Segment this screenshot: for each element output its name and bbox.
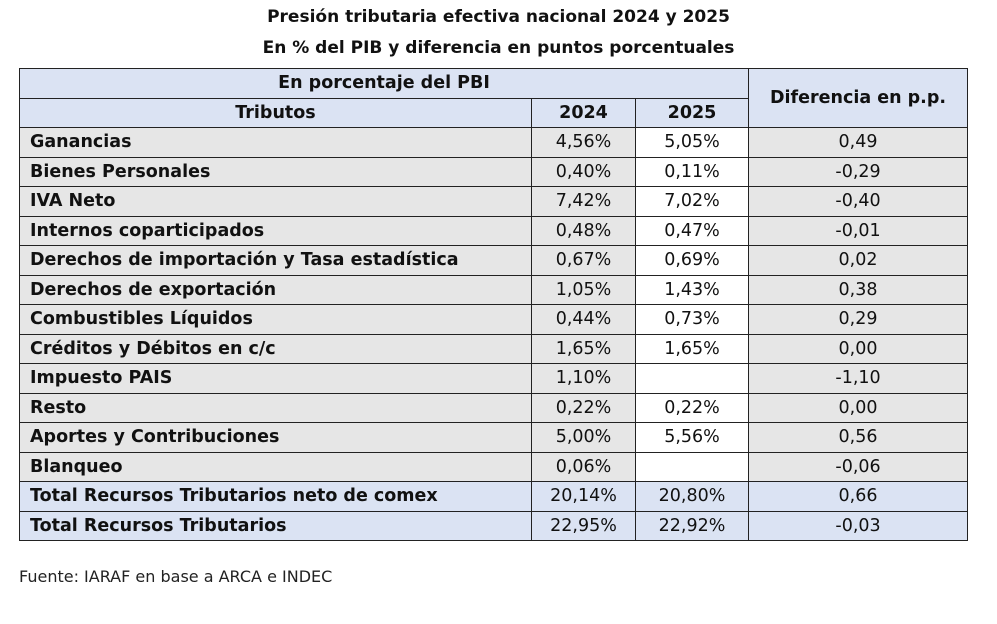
tributo-name-cell: Resto xyxy=(19,392,532,423)
value-2024-cell: 20,14% xyxy=(531,481,636,512)
table-row: IVA Neto 7,42% 7,02% -0,40 xyxy=(19,186,969,217)
tributo-name-cell: Créditos y Débitos en c/c xyxy=(19,333,532,364)
header-2025: 2025 xyxy=(634,97,750,128)
value-2024-cell: 0,67% xyxy=(531,245,636,276)
tributo-name-cell: Ganancias xyxy=(19,127,532,158)
value-2025-cell: 22,92% xyxy=(634,510,750,541)
header-2024: 2024 xyxy=(531,97,636,128)
value-2025-cell xyxy=(634,363,750,394)
value-2024-cell: 0,22% xyxy=(531,392,636,423)
tributo-name-cell: Blanqueo xyxy=(19,451,532,482)
tax-table: En porcentaje del PBI Diferencia en p.p.… xyxy=(18,68,969,541)
value-2024-cell: 0,40% xyxy=(531,156,636,187)
source-note: Fuente: IARAF en base a ARCA e INDEC xyxy=(19,567,333,586)
table-row: Créditos y Débitos en c/c 1,65% 1,65% 0,00 xyxy=(19,333,969,364)
difference-cell: 0,02 xyxy=(748,245,969,276)
value-2025-cell xyxy=(634,451,750,482)
table-row: Derechos de exportación 1,05% 1,43% 0,38 xyxy=(19,274,969,305)
tributo-name-cell: Derechos de exportación xyxy=(19,274,532,305)
difference-cell: 0,38 xyxy=(748,274,969,305)
table-row: Derechos de importación y Tasa estadísti… xyxy=(19,245,969,276)
value-2024-cell: 4,56% xyxy=(531,127,636,158)
tributo-name-cell: Impuesto PAIS xyxy=(19,363,532,394)
header-tributos: Tributos xyxy=(19,97,532,128)
value-2024-cell: 7,42% xyxy=(531,186,636,217)
value-2024-cell: 1,05% xyxy=(531,274,636,305)
page-title: Presión tributaria efectiva nacional 202… xyxy=(267,7,730,27)
value-2025-cell: 5,56% xyxy=(634,422,750,453)
tributo-name-cell: Aportes y Contribuciones xyxy=(19,422,532,453)
difference-cell: 0,29 xyxy=(748,304,969,335)
value-2024-cell: 0,44% xyxy=(531,304,636,335)
value-2024-cell: 0,48% xyxy=(531,215,636,246)
total-row: Total Recursos Tributarios neto de comex… xyxy=(19,481,969,512)
difference-cell: -0,06 xyxy=(748,451,969,482)
value-2024-cell: 0,06% xyxy=(531,451,636,482)
difference-cell: -0,01 xyxy=(748,215,969,246)
header-difference: Diferencia en p.p. xyxy=(748,68,969,128)
value-2025-cell: 0,47% xyxy=(634,215,750,246)
table-row: Ganancias 4,56% 5,05% 0,49 xyxy=(19,127,969,158)
value-2025-cell: 1,65% xyxy=(634,333,750,364)
table-row: Resto 0,22% 0,22% 0,00 xyxy=(19,392,969,423)
value-2024-cell: 1,65% xyxy=(531,333,636,364)
table-row: Combustibles Líquidos 0,44% 0,73% 0,29 xyxy=(19,304,969,335)
value-2025-cell: 0,73% xyxy=(634,304,750,335)
table-row: Bienes Personales 0,40% 0,11% -0,29 xyxy=(19,156,969,187)
difference-cell: -0,03 xyxy=(748,510,969,541)
tributo-name-cell: Derechos de importación y Tasa estadísti… xyxy=(19,245,532,276)
header-group-label: En porcentaje del PBI xyxy=(18,68,750,99)
table-row: Aportes y Contribuciones 5,00% 5,56% 0,56 xyxy=(19,422,969,453)
table-row: Internos coparticipados 0,48% 0,47% -0,01 xyxy=(19,215,969,246)
tributo-name-cell: Internos coparticipados xyxy=(19,215,532,246)
value-2025-cell: 7,02% xyxy=(634,186,750,217)
page-subtitle: En % del PIB y diferencia en puntos porc… xyxy=(262,38,735,58)
difference-cell: 0,49 xyxy=(748,127,969,158)
table-body: Ganancias 4,56% 5,05% 0,49 Bienes Personales… xyxy=(19,127,969,541)
value-2025-cell: 5,05% xyxy=(634,127,750,158)
value-2024-cell: 1,10% xyxy=(531,363,636,394)
value-2025-cell: 20,80% xyxy=(634,481,750,512)
value-2025-cell: 1,43% xyxy=(634,274,750,305)
total-row: Total Recursos Tributarios 22,95% 22,92% -0… xyxy=(19,510,969,541)
tributo-name-cell: Bienes Personales xyxy=(19,156,532,187)
tributo-name-cell: IVA Neto xyxy=(19,186,532,217)
tributo-name-cell: Combustibles Líquidos xyxy=(19,304,532,335)
difference-cell: 0,56 xyxy=(748,422,969,453)
value-2025-cell: 0,69% xyxy=(634,245,750,276)
tributo-name-cell: Total Recursos Tributarios neto de comex xyxy=(19,481,532,512)
difference-cell: -0,40 xyxy=(748,186,969,217)
difference-cell: 0,00 xyxy=(748,333,969,364)
tributo-name-cell: Total Recursos Tributarios xyxy=(19,510,532,541)
difference-cell: -0,29 xyxy=(748,156,969,187)
table-row: Blanqueo 0,06% -0,06 xyxy=(19,451,969,482)
value-2025-cell: 0,11% xyxy=(634,156,750,187)
difference-cell: -1,10 xyxy=(748,363,969,394)
value-2024-cell: 22,95% xyxy=(531,510,636,541)
value-2024-cell: 5,00% xyxy=(531,422,636,453)
difference-cell: 0,00 xyxy=(748,392,969,423)
difference-cell: 0,66 xyxy=(748,481,969,512)
value-2025-cell: 0,22% xyxy=(634,392,750,423)
table-row: Impuesto PAIS 1,10% -1,10 xyxy=(19,363,969,394)
